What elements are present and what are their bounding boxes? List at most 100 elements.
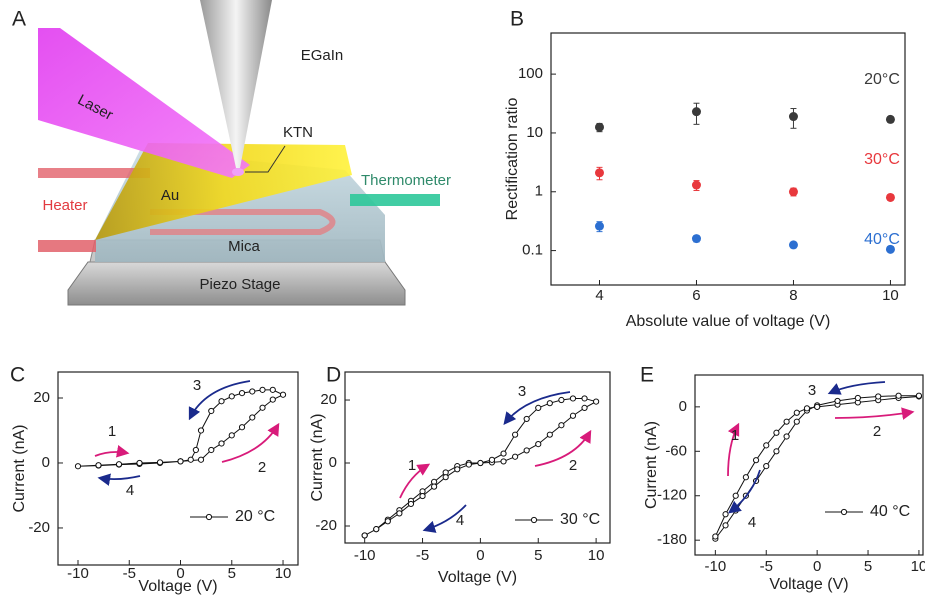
annotation-arrow bbox=[827, 381, 886, 395]
heater-tube bbox=[38, 240, 96, 252]
chart-panel: -10 -5 0 5 10 -20 0 20 Voltage (V) Current (nA) 20… bbox=[11, 371, 299, 595]
y-tick-label: 0 bbox=[679, 398, 687, 415]
data-point bbox=[218, 440, 225, 447]
thermometer-tube bbox=[350, 194, 440, 206]
heater-tube bbox=[38, 168, 150, 178]
legend-marker bbox=[840, 508, 848, 516]
y-tick-label: 0.1 bbox=[522, 242, 543, 259]
data-point bbox=[569, 412, 577, 419]
x-tick-label: -10 bbox=[354, 547, 376, 564]
annotation: 4 bbox=[126, 482, 134, 499]
x-tick-label: 4 bbox=[595, 287, 603, 304]
diagram-label: Au bbox=[161, 187, 179, 204]
data-point bbox=[249, 414, 256, 421]
y-tick-label: 1 bbox=[535, 183, 543, 200]
annotation-arrow bbox=[503, 391, 571, 425]
data-point bbox=[95, 462, 102, 469]
panel-label: D bbox=[326, 364, 341, 387]
diagram-label: Heater bbox=[42, 197, 87, 214]
annotation-arrow bbox=[727, 422, 740, 477]
data-point bbox=[259, 404, 266, 411]
series-label: 20°C bbox=[864, 71, 900, 88]
y-tick-label: -60 bbox=[665, 442, 687, 459]
data-point bbox=[763, 442, 770, 449]
data-point bbox=[197, 456, 205, 463]
x-tick-label: 0 bbox=[176, 565, 184, 582]
annotation: 1 bbox=[731, 427, 739, 444]
heater-coil bbox=[150, 209, 336, 235]
data-point bbox=[793, 409, 800, 416]
x-tick-label: 5 bbox=[534, 547, 542, 564]
x-tick-label: -10 bbox=[67, 565, 89, 582]
data-point bbox=[885, 192, 895, 202]
y-tick-label: 20 bbox=[33, 389, 50, 406]
data-point bbox=[581, 395, 588, 402]
data-point bbox=[431, 483, 438, 490]
legend-marker bbox=[205, 513, 213, 521]
data-point bbox=[803, 405, 811, 412]
data-point bbox=[279, 391, 287, 398]
data-point bbox=[773, 448, 780, 455]
plot-frame bbox=[344, 371, 611, 544]
annotation-arrow bbox=[97, 473, 141, 486]
x-tick-label: 5 bbox=[228, 565, 236, 582]
data-point bbox=[783, 433, 790, 440]
data-point bbox=[187, 456, 194, 463]
x-axis-label: Voltage (V) bbox=[769, 576, 848, 593]
data-point bbox=[238, 390, 246, 397]
data-point bbox=[208, 446, 215, 454]
annotation-arrow bbox=[534, 429, 592, 467]
y-tick-label: -20 bbox=[28, 519, 50, 536]
x-tick-label: 0 bbox=[813, 558, 821, 575]
data-point bbox=[854, 394, 861, 402]
legend-label: 40 °C bbox=[870, 503, 910, 520]
annotation: 3 bbox=[193, 377, 201, 394]
data-point bbox=[477, 459, 484, 467]
data-point bbox=[691, 234, 701, 244]
piezo-stage bbox=[67, 261, 406, 306]
data-point bbox=[535, 404, 542, 412]
y-tick-label: -20 bbox=[315, 517, 337, 534]
x-tick-label: -5 bbox=[123, 565, 136, 582]
ktn-spot bbox=[232, 168, 244, 176]
data-point bbox=[558, 422, 565, 429]
data-point bbox=[218, 398, 225, 405]
data-point bbox=[177, 458, 184, 465]
y-axis-label: Rectification ratio bbox=[504, 98, 521, 221]
y-tick-label: 10 bbox=[526, 124, 543, 141]
data-point bbox=[558, 396, 565, 404]
annotation-arrow bbox=[422, 504, 467, 533]
x-tick-label: 8 bbox=[789, 287, 797, 304]
data-point bbox=[594, 221, 604, 231]
y-tick-label: 100 bbox=[518, 65, 543, 82]
annotation-arrow bbox=[221, 422, 280, 463]
data-point bbox=[384, 518, 391, 525]
data-point bbox=[228, 393, 235, 400]
x-tick-label: -10 bbox=[705, 558, 727, 575]
data-point bbox=[885, 114, 895, 124]
annotation: 2 bbox=[569, 457, 577, 474]
annotation: 3 bbox=[518, 383, 526, 400]
data-point bbox=[691, 180, 701, 190]
data-point bbox=[722, 511, 729, 518]
annotation-arrow bbox=[834, 407, 915, 420]
schematic: EGaIn Laser KTN Thermometer Heater Au Mi… bbox=[38, 0, 451, 306]
diagram-label: Thermometer bbox=[361, 172, 451, 189]
data-point bbox=[156, 459, 164, 466]
chart-panel: -10 -5 0 5 10 -20 0 20 Voltage (V) Current (nA) 30… bbox=[309, 371, 611, 586]
data-point bbox=[136, 459, 143, 467]
diagram-label: Piezo Stage bbox=[200, 276, 281, 293]
data-point bbox=[512, 453, 519, 460]
plot-frame bbox=[694, 374, 924, 556]
data-point bbox=[691, 107, 701, 117]
plot-frame bbox=[57, 371, 299, 566]
chart-panel: 4 6 8 10 0.1 1 10 100 Absolute value of voltage … bbox=[504, 32, 906, 330]
plot-frame bbox=[550, 32, 906, 286]
data-point bbox=[546, 400, 553, 407]
y-tick-label: 0 bbox=[42, 454, 50, 471]
y-axis-label: Current (nA) bbox=[11, 424, 28, 512]
data-point bbox=[512, 431, 519, 438]
data-point bbox=[269, 396, 276, 403]
diagram-label: KTN bbox=[283, 124, 313, 141]
